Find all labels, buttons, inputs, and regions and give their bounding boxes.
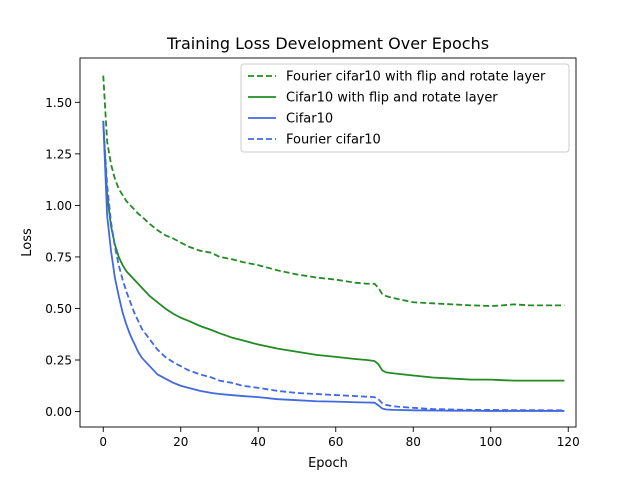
series-line-0: [102, 75, 565, 307]
x-tick-label: 40: [251, 435, 266, 449]
legend-label-3: Fourier cifar10: [286, 133, 381, 148]
y-tick-label: 1.50: [45, 96, 72, 110]
x-axis-label: Epoch: [308, 456, 348, 471]
y-tick-label: 0.00: [45, 405, 72, 419]
series-line-1: [102, 120, 565, 382]
y-tick-label: 1.25: [45, 147, 72, 161]
series-line-2: [102, 120, 565, 412]
legend-label-0: Fourier cifar10 with flip and rotate lay…: [286, 70, 546, 85]
x-tick-label: 0: [99, 435, 107, 449]
x-tick-label: 120: [557, 435, 580, 449]
x-tick-label: 20: [173, 435, 188, 449]
chart-title: Training Loss Development Over Epochs: [166, 34, 489, 53]
y-axis-label: Loss: [20, 228, 35, 257]
x-tick-label: 60: [328, 435, 343, 449]
x-tick-label: 100: [479, 435, 502, 449]
y-tick-label: 0.25: [45, 354, 72, 368]
x-tick-label: 80: [406, 435, 421, 449]
y-tick-label: 0.75: [45, 250, 72, 264]
legend-box: [240, 63, 570, 153]
y-tick-label: 1.00: [45, 199, 72, 213]
plot-area-frame: [79, 57, 577, 428]
legend-label-1: Cifar10 with flip and rotate layer: [286, 91, 498, 106]
legend-label-2: Cifar10: [286, 112, 333, 127]
series-line-3: [102, 122, 565, 412]
y-tick-label: 0.50: [45, 302, 72, 316]
